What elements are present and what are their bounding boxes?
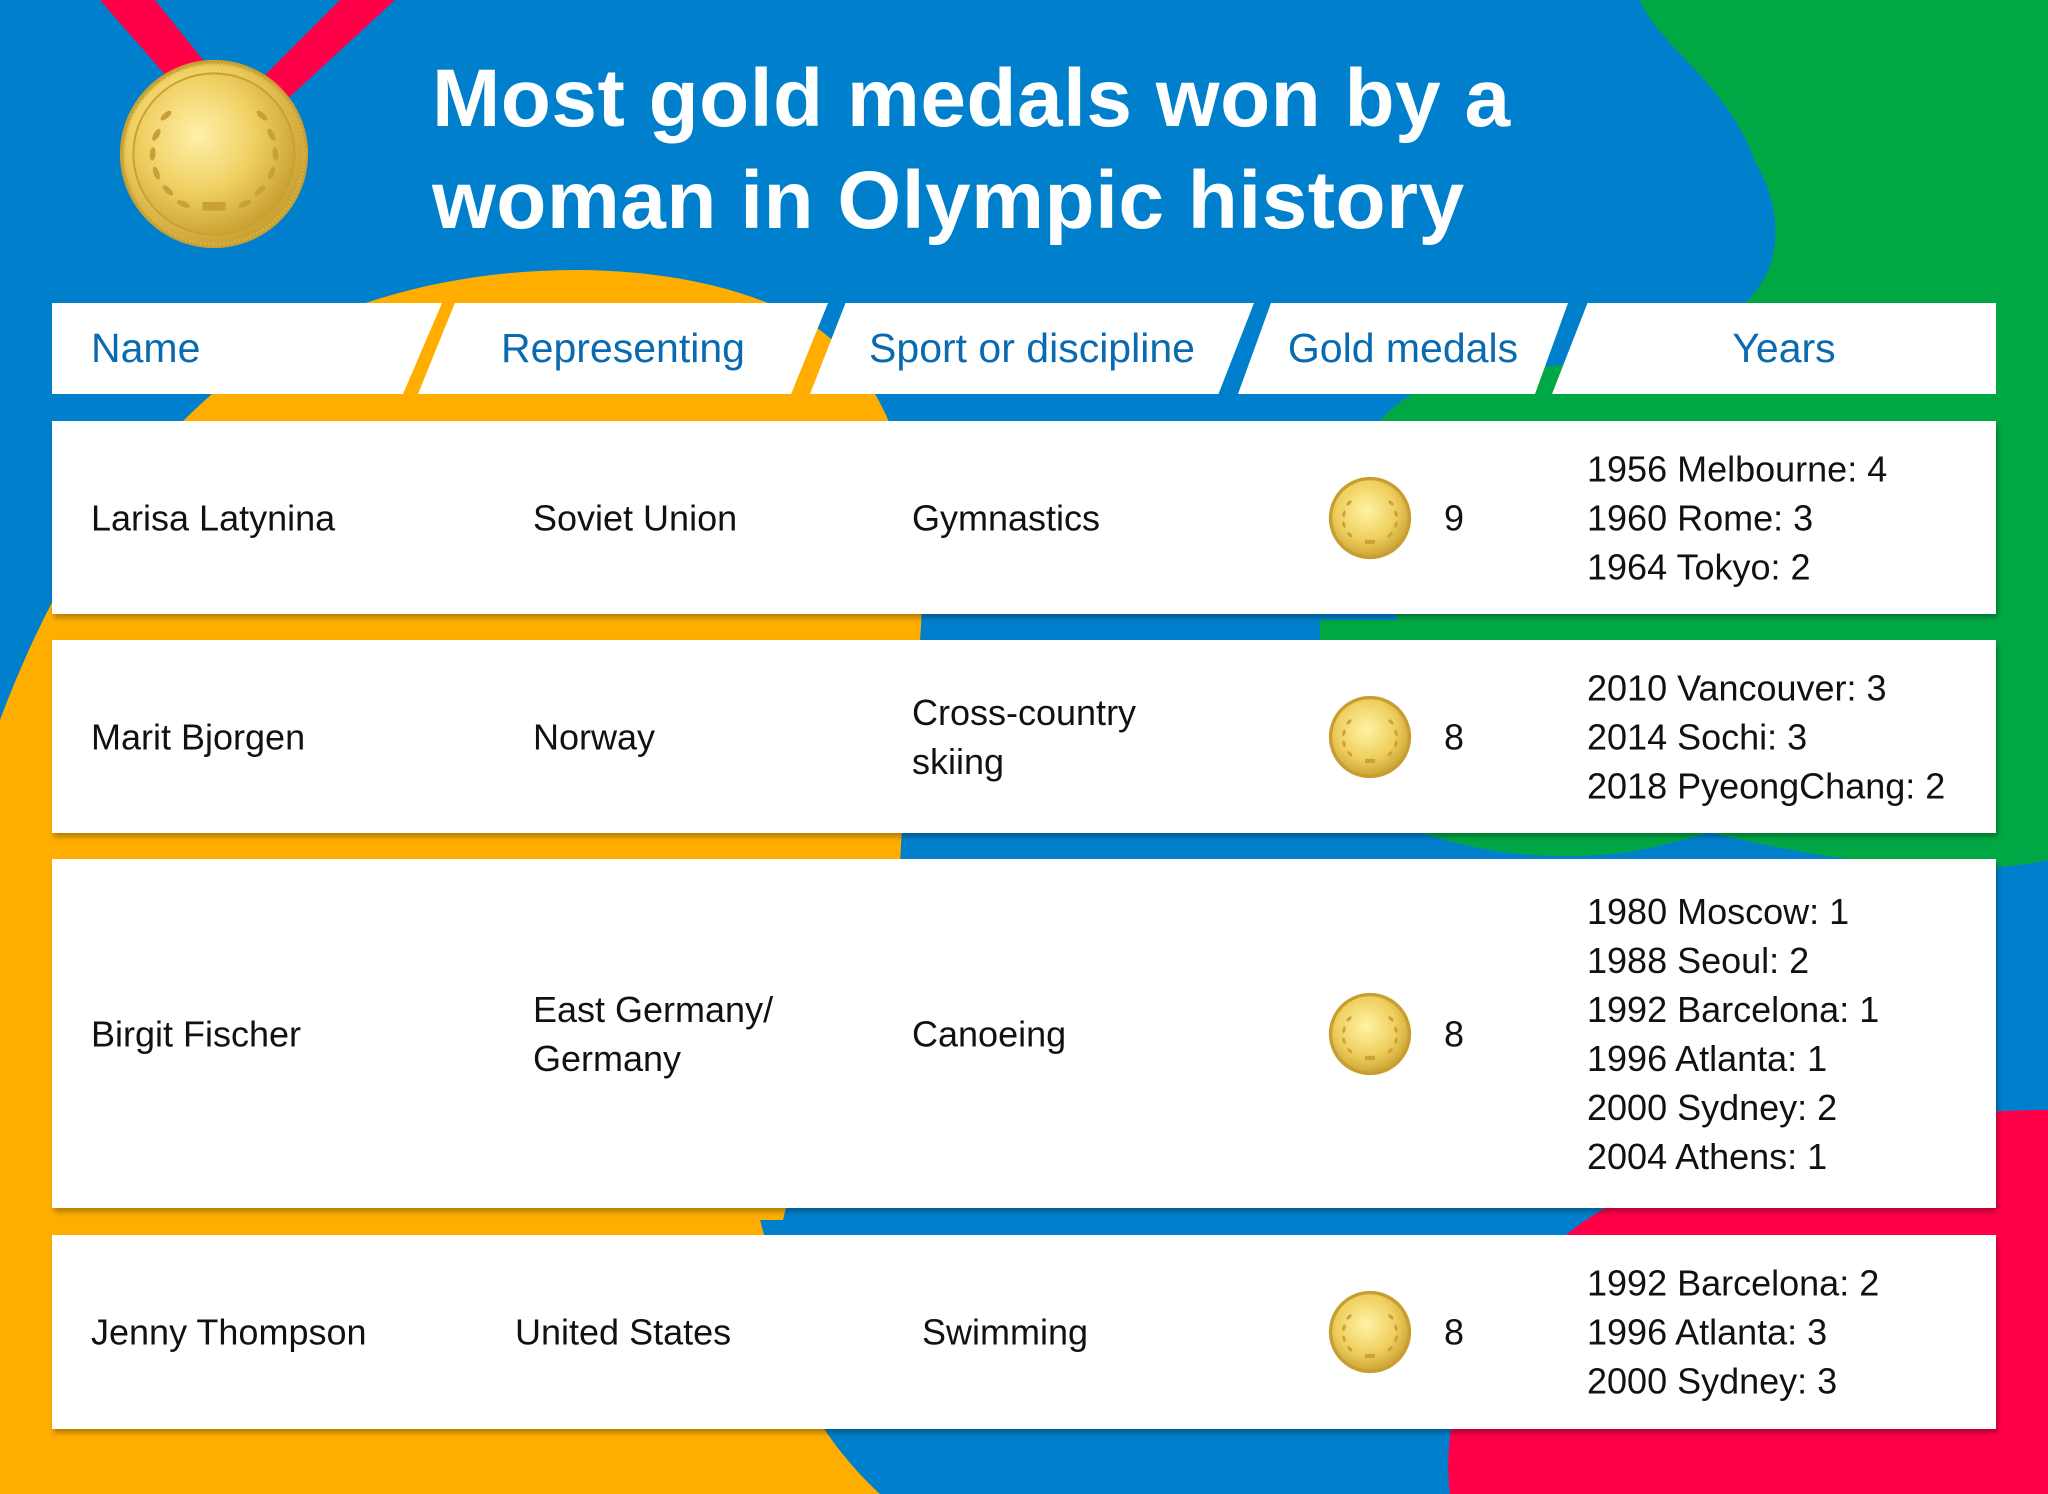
table-row: Marit Bjorgen Norway Cross-country skiin… <box>52 640 1996 833</box>
years-list: 2010 Vancouver: 3 2014 Sochi: 3 2018 Pye… <box>1587 667 1946 806</box>
gold-medal-icon <box>1328 695 1412 779</box>
athlete-name: Larisa Latynina <box>91 497 336 538</box>
representing: United States <box>515 1311 732 1353</box>
gold-medal-count: 8 <box>1444 716 1465 757</box>
gold-medal-icon <box>119 59 309 249</box>
title-line-1: Most gold medals won by a <box>432 53 1511 144</box>
years-list: 1992 Barcelona: 2 1996 Atlanta: 3 2000 S… <box>1587 1262 1880 1402</box>
sport: Canoeing <box>912 1013 1067 1054</box>
header-name-label: Name <box>91 325 201 371</box>
header-years-label: Years <box>1732 325 1836 371</box>
years-list: 1980 Moscow: 1 1988 Seoul: 2 1992 Barcel… <box>1587 890 1880 1177</box>
table-row: Jenny Thompson United States Swimming 8 … <box>52 1235 1996 1429</box>
header-representing-label: Representing <box>501 325 745 371</box>
header-gold-medals-label: Gold medals <box>1287 325 1519 371</box>
sport: Gymnastics <box>912 497 1101 538</box>
header-years: Years <box>1552 303 1996 394</box>
header-gold-medals: Gold medals <box>1238 303 1568 394</box>
page-title: Most gold medals won by a woman in Olymp… <box>432 48 1511 252</box>
title-line-2: woman in Olympic history <box>432 155 1465 246</box>
sport: Cross-country skiing <box>912 691 1137 782</box>
header-name: Name <box>52 303 442 394</box>
header-sport: Sport or discipline <box>810 303 1254 394</box>
gold-medal-icon <box>1328 1290 1412 1374</box>
representing: East Germany/ Germany <box>533 988 774 1079</box>
representing: Norway <box>533 716 656 757</box>
representing: Soviet Union <box>533 497 738 538</box>
years-list: 1956 Melbourne: 4 1960 Rome: 3 1964 Toky… <box>1587 448 1888 587</box>
athlete-name: Birgit Fischer <box>91 1013 302 1054</box>
sport: Swimming <box>922 1311 1089 1353</box>
table-header: Name Representing Sport or discipline Go… <box>52 303 1996 394</box>
header-sport-label: Sport or discipline <box>869 325 1195 371</box>
gold-medal-icon <box>1328 476 1412 560</box>
gold-medal-icon <box>1328 992 1412 1076</box>
gold-medal-count: 9 <box>1444 497 1465 538</box>
header-representing: Representing <box>418 303 828 394</box>
table-row: Larisa Latynina Soviet Union Gymnastics … <box>52 421 1996 614</box>
athlete-name: Jenny Thompson <box>91 1311 367 1353</box>
table-row: Birgit Fischer East Germany/ Germany Can… <box>52 859 1996 1208</box>
gold-medal-count: 8 <box>1444 1311 1465 1353</box>
athlete-name: Marit Bjorgen <box>91 716 306 757</box>
gold-medal-count: 8 <box>1444 1013 1465 1054</box>
